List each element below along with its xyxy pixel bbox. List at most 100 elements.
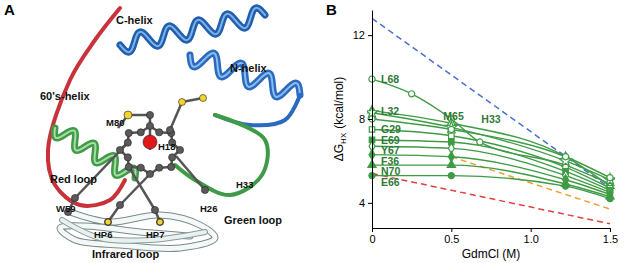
y-tick-mark xyxy=(368,203,372,204)
series-label: H33 xyxy=(481,113,500,125)
infrared-loop-outline xyxy=(60,212,215,249)
x-tick-mark xyxy=(610,228,611,232)
atom xyxy=(176,146,183,153)
point xyxy=(562,154,568,160)
structure-label: N-helix xyxy=(230,62,268,74)
structure-label: HP6 xyxy=(94,229,112,240)
bond xyxy=(75,143,128,198)
y-tick: 12 xyxy=(353,29,372,41)
x-tick-label: 1.0 xyxy=(524,233,539,245)
point xyxy=(562,183,568,189)
atom xyxy=(156,218,163,225)
figure: C-helixN-helix60's-helixM80H18Red loopW5… xyxy=(0,0,640,263)
atom xyxy=(156,164,163,171)
point xyxy=(409,91,415,97)
helix-60s-highlight xyxy=(55,128,136,178)
x-tick-mark xyxy=(531,228,532,232)
bond xyxy=(170,102,182,130)
structure-label: Green loop xyxy=(224,214,282,226)
y-tick-label: 4 xyxy=(359,197,365,209)
panel-a: C-helixN-helix60's-helixM80H18Red loopW5… xyxy=(4,1,300,260)
atom xyxy=(169,154,176,161)
structure-label: W59 xyxy=(56,203,76,214)
y-axis-title-subscript: HX xyxy=(339,132,348,144)
y-tick-label: 12 xyxy=(353,29,365,41)
infrared-loop xyxy=(60,212,215,249)
structure-label: H26 xyxy=(200,203,217,214)
series-line xyxy=(372,165,610,196)
series-line xyxy=(372,176,610,199)
y-axis-title-unit: (kcal/mol) xyxy=(332,77,346,129)
n-helix-highlight xyxy=(190,53,300,97)
atom xyxy=(146,111,153,118)
y-tick: 8 xyxy=(359,113,372,125)
atom xyxy=(201,186,208,193)
panel-label: B xyxy=(326,1,337,18)
atom xyxy=(146,122,153,129)
iron xyxy=(143,135,157,149)
point xyxy=(447,160,455,167)
helix-60s xyxy=(55,128,136,178)
atom xyxy=(116,146,123,153)
structure-label: Red loop xyxy=(50,173,97,185)
series-label: M65 xyxy=(443,110,464,122)
x-tick-mark xyxy=(451,228,452,232)
x-tick: 0 xyxy=(369,228,375,245)
atom xyxy=(137,164,144,171)
point xyxy=(607,175,613,181)
point xyxy=(560,155,572,166)
reference-line xyxy=(372,174,610,224)
bond xyxy=(129,167,155,210)
atom xyxy=(124,154,131,161)
atom xyxy=(146,170,153,177)
x-axis: 0 0.5 1.0 1.5 xyxy=(369,228,618,245)
sulfur xyxy=(200,95,207,102)
oxygen xyxy=(105,219,111,225)
point xyxy=(477,139,483,145)
y-tick-mark xyxy=(368,119,372,120)
point xyxy=(448,126,454,132)
atom xyxy=(124,139,131,146)
plot-area xyxy=(367,18,615,223)
oxygen xyxy=(157,219,163,225)
n-helix xyxy=(190,53,300,97)
atom xyxy=(137,129,144,136)
structure-label: M80 xyxy=(106,117,124,128)
structure-label: H33 xyxy=(236,179,253,190)
point xyxy=(445,121,457,132)
bond xyxy=(176,156,205,190)
x-axis-title: GdmCl (M) xyxy=(462,247,521,261)
panel-b: B 0 0.5 1.0 1.5 4 8 12 GdmCl (M) ΔGHX (kcal/mol) L6… xyxy=(326,1,618,261)
y-axis-title-main: ΔG xyxy=(332,144,346,161)
structure-label: HP7 xyxy=(146,229,164,240)
x-tick-label: 1.5 xyxy=(603,233,618,245)
atom xyxy=(151,206,158,213)
atom xyxy=(125,129,132,136)
sulfur xyxy=(124,111,132,119)
atom xyxy=(166,126,173,133)
y-tick-mark xyxy=(368,35,372,36)
y-axis-line xyxy=(372,11,373,229)
series-label: E66 xyxy=(381,176,400,188)
infrared-loop-inner xyxy=(62,220,205,241)
panel-label: A xyxy=(4,1,15,18)
figure-svg: C-helixN-helix60's-helixM80H18Red loopW5… xyxy=(0,0,640,263)
series-line xyxy=(372,146,610,192)
atom xyxy=(104,218,111,225)
y-tick-label: 8 xyxy=(359,113,365,125)
sulfur xyxy=(179,99,186,106)
series-label: L32 xyxy=(381,105,399,117)
series-label: L68 xyxy=(381,73,399,85)
x-tick-label: 0.5 xyxy=(444,233,459,245)
atom xyxy=(71,194,78,201)
point xyxy=(369,127,374,132)
x-tick-mark xyxy=(372,228,373,232)
reference-line xyxy=(372,18,610,188)
point xyxy=(607,196,613,202)
atom xyxy=(156,129,163,136)
x-tick-label: 0 xyxy=(369,233,375,245)
structure-label: H18 xyxy=(158,141,175,152)
x-tick: 0.5 xyxy=(444,228,459,245)
structure-label: 60's-helix xyxy=(40,90,91,102)
y-tick: 4 xyxy=(359,197,372,209)
